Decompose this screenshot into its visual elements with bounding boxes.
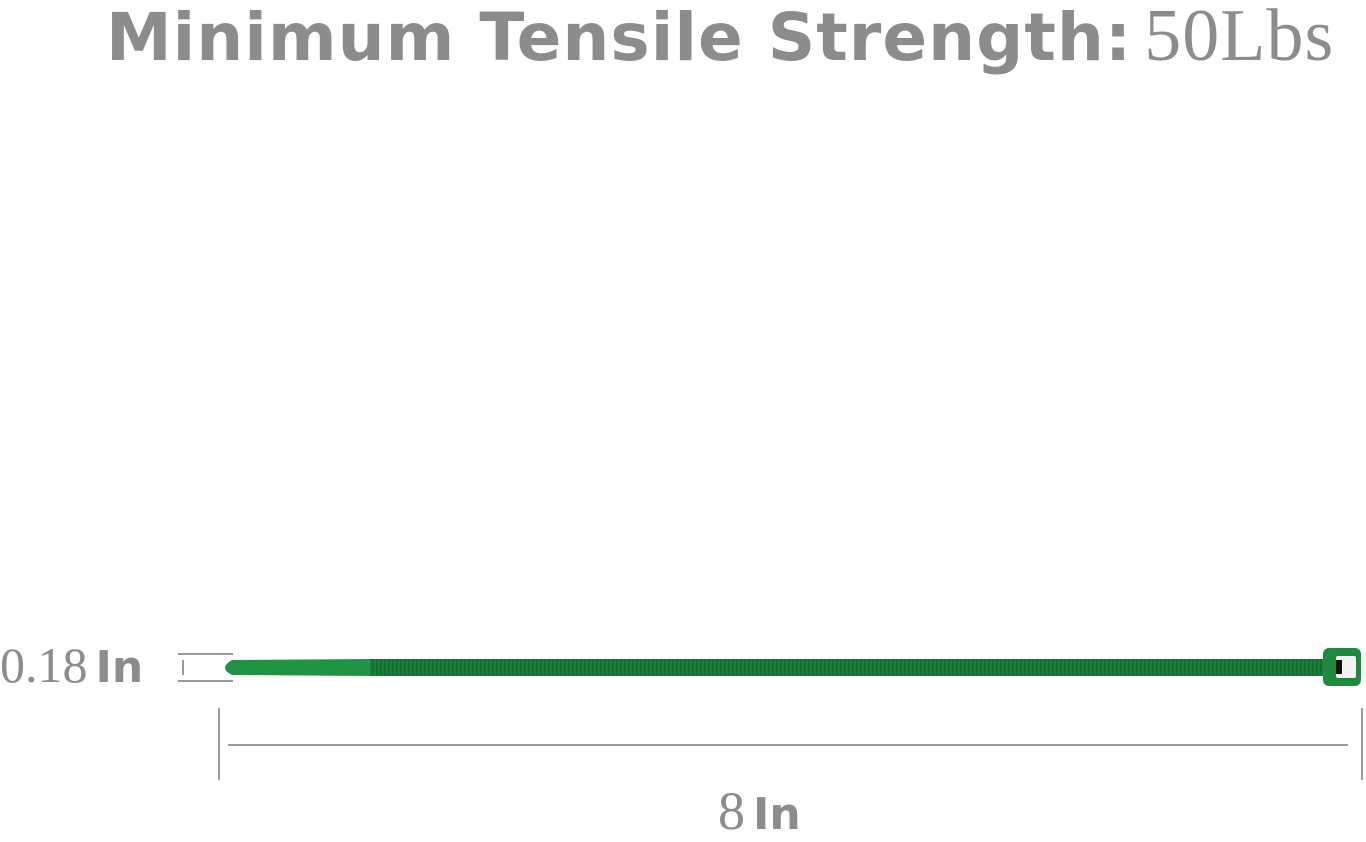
- tensile-value: 50Lbs: [1144, 0, 1335, 77]
- thickness-bracket: [178, 653, 233, 682]
- tensile-strength-heading: Minimum Tensile Strength: 50Lbs: [106, 0, 1334, 79]
- thickness-number: 0.18: [0, 637, 88, 693]
- thickness-label: 0.18 In: [0, 636, 143, 694]
- tie-ribbed-strap: [370, 659, 1326, 676]
- length-label: 8 In: [718, 780, 801, 842]
- tensile-label: Minimum Tensile Strength:: [106, 0, 1133, 76]
- thickness-unit: In: [95, 642, 144, 693]
- length-dimension: [218, 708, 1363, 780]
- cable-tie: [225, 648, 1361, 686]
- tie-tail: [225, 659, 370, 676]
- length-number: 8: [718, 781, 745, 841]
- length-unit: In: [753, 789, 801, 840]
